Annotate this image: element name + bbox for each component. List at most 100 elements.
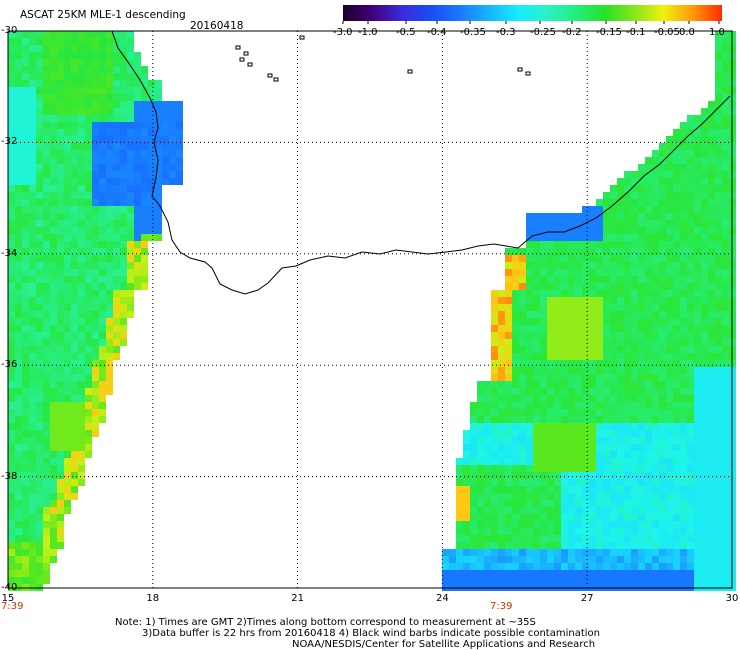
swath-cell <box>617 514 624 521</box>
swath-cell <box>15 465 22 472</box>
swath-cell <box>64 507 71 514</box>
swath-cell <box>491 346 498 353</box>
swath-cell <box>701 493 708 500</box>
swath-cell <box>652 276 659 283</box>
swath-cell <box>603 199 610 206</box>
swath-cell <box>155 143 162 150</box>
swath-cell <box>8 297 15 304</box>
swath-cell <box>36 262 43 269</box>
swath-cell <box>617 570 624 577</box>
swath-cell <box>554 283 561 290</box>
swath-cell <box>15 66 22 73</box>
swath-cell <box>92 297 99 304</box>
swath-cell <box>78 444 85 451</box>
swath-cell <box>603 290 610 297</box>
swath-cell <box>645 451 652 458</box>
swath-cell <box>463 570 470 577</box>
swath-cell <box>71 451 78 458</box>
swath-cell <box>106 108 113 115</box>
swath-cell <box>722 465 729 472</box>
swath-cell <box>99 227 106 234</box>
swath-cell <box>134 192 141 199</box>
swath-cell <box>99 360 106 367</box>
swath-cell <box>701 549 708 556</box>
swath-cell <box>57 395 64 402</box>
swath-cell <box>631 269 638 276</box>
swath-cell <box>36 451 43 458</box>
swath-cell <box>148 164 155 171</box>
swath-cell <box>631 563 638 570</box>
swath-cell <box>596 262 603 269</box>
swath-cell <box>512 556 519 563</box>
swath-cell <box>645 395 652 402</box>
swath-cell <box>85 94 92 101</box>
swath-cell <box>526 500 533 507</box>
swath-cell <box>694 290 701 297</box>
swath-cell <box>617 486 624 493</box>
swath-cell <box>603 206 610 213</box>
swath-cell <box>638 297 645 304</box>
swath-cell <box>92 199 99 206</box>
swath-cell <box>64 129 71 136</box>
swath-cell <box>162 122 169 129</box>
swath-cell <box>533 444 540 451</box>
swath-cell <box>575 472 582 479</box>
swath-cell <box>36 192 43 199</box>
swath-cell <box>568 374 575 381</box>
swath-cell <box>722 381 729 388</box>
swath-cell <box>610 206 617 213</box>
swath-cell <box>540 374 547 381</box>
swath-cell <box>624 346 631 353</box>
swath-cell <box>71 171 78 178</box>
swath-cell <box>113 234 120 241</box>
swath-cell <box>533 430 540 437</box>
swath-cell <box>8 143 15 150</box>
swath-cell <box>64 234 71 241</box>
swath-cell <box>596 248 603 255</box>
swath-cell <box>624 500 631 507</box>
swath-cell <box>78 360 85 367</box>
swath-cell <box>512 269 519 276</box>
swath-cell <box>631 276 638 283</box>
colorbar-label: -3.0 <box>333 27 353 38</box>
swath-cell <box>85 31 92 38</box>
swath-cell <box>708 458 715 465</box>
swath-cell <box>15 458 22 465</box>
swath-cell <box>85 395 92 402</box>
swath-cell <box>596 416 603 423</box>
swath-cell <box>162 115 169 122</box>
swath-cell <box>589 381 596 388</box>
swath-cell <box>22 255 29 262</box>
swath-cell <box>148 108 155 115</box>
colorbar-label: -0.5 <box>396 27 416 38</box>
swath-cell <box>120 164 127 171</box>
swath-cell <box>92 108 99 115</box>
swath-cell <box>603 535 610 542</box>
swath-cell <box>526 381 533 388</box>
swath-cell <box>589 311 596 318</box>
swath-cell <box>533 227 540 234</box>
swath-cell <box>554 577 561 584</box>
swath-cell <box>64 115 71 122</box>
swath-cell <box>652 465 659 472</box>
swath-cell <box>666 192 673 199</box>
swath-cell <box>477 451 484 458</box>
swath-cell <box>15 59 22 66</box>
swath-cell <box>687 297 694 304</box>
swath-cell <box>715 171 722 178</box>
swath-cell <box>631 402 638 409</box>
swath-cell <box>687 367 694 374</box>
swath-cell <box>680 171 687 178</box>
swath-cell <box>519 276 526 283</box>
swath-cell <box>666 276 673 283</box>
swath-cell <box>575 542 582 549</box>
swath-cell <box>722 80 729 87</box>
swath-cell <box>512 311 519 318</box>
swath-cell <box>22 444 29 451</box>
swath-cell <box>610 283 617 290</box>
swath-cell <box>596 199 603 206</box>
swath-cell <box>85 374 92 381</box>
swath-cell <box>722 556 729 563</box>
swath-cell <box>687 185 694 192</box>
swath-cell <box>554 409 561 416</box>
